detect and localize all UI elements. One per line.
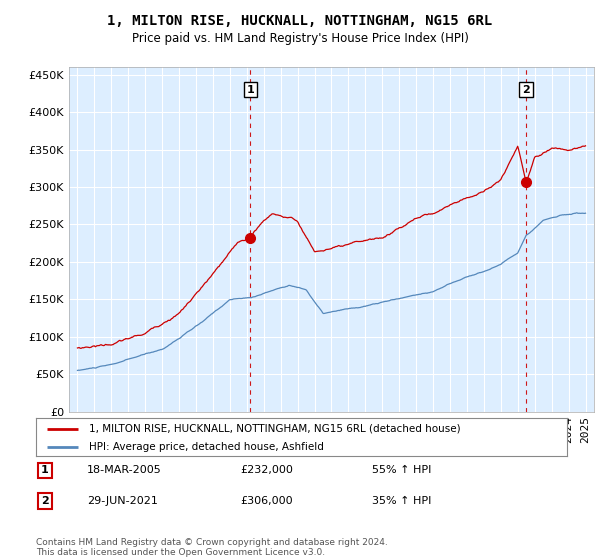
Text: 2: 2 [522,85,530,95]
Text: 2: 2 [41,496,49,506]
Text: 1, MILTON RISE, HUCKNALL, NOTTINGHAM, NG15 6RL (detached house): 1, MILTON RISE, HUCKNALL, NOTTINGHAM, NG… [89,423,461,433]
Text: 1: 1 [41,465,49,475]
Text: Price paid vs. HM Land Registry's House Price Index (HPI): Price paid vs. HM Land Registry's House … [131,32,469,45]
Text: 1, MILTON RISE, HUCKNALL, NOTTINGHAM, NG15 6RL: 1, MILTON RISE, HUCKNALL, NOTTINGHAM, NG… [107,14,493,28]
Text: HPI: Average price, detached house, Ashfield: HPI: Average price, detached house, Ashf… [89,442,324,452]
Text: 29-JUN-2021: 29-JUN-2021 [87,496,158,506]
Text: 55% ↑ HPI: 55% ↑ HPI [372,465,431,475]
Text: £306,000: £306,000 [240,496,293,506]
Text: 1: 1 [247,85,254,95]
Text: 35% ↑ HPI: 35% ↑ HPI [372,496,431,506]
Text: Contains HM Land Registry data © Crown copyright and database right 2024.
This d: Contains HM Land Registry data © Crown c… [36,538,388,557]
Text: 18-MAR-2005: 18-MAR-2005 [87,465,162,475]
Text: £232,000: £232,000 [240,465,293,475]
